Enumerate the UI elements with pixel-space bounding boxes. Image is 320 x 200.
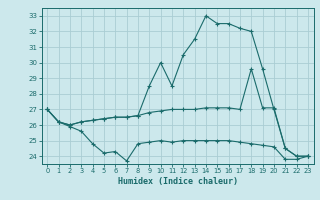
X-axis label: Humidex (Indice chaleur): Humidex (Indice chaleur) — [118, 177, 237, 186]
